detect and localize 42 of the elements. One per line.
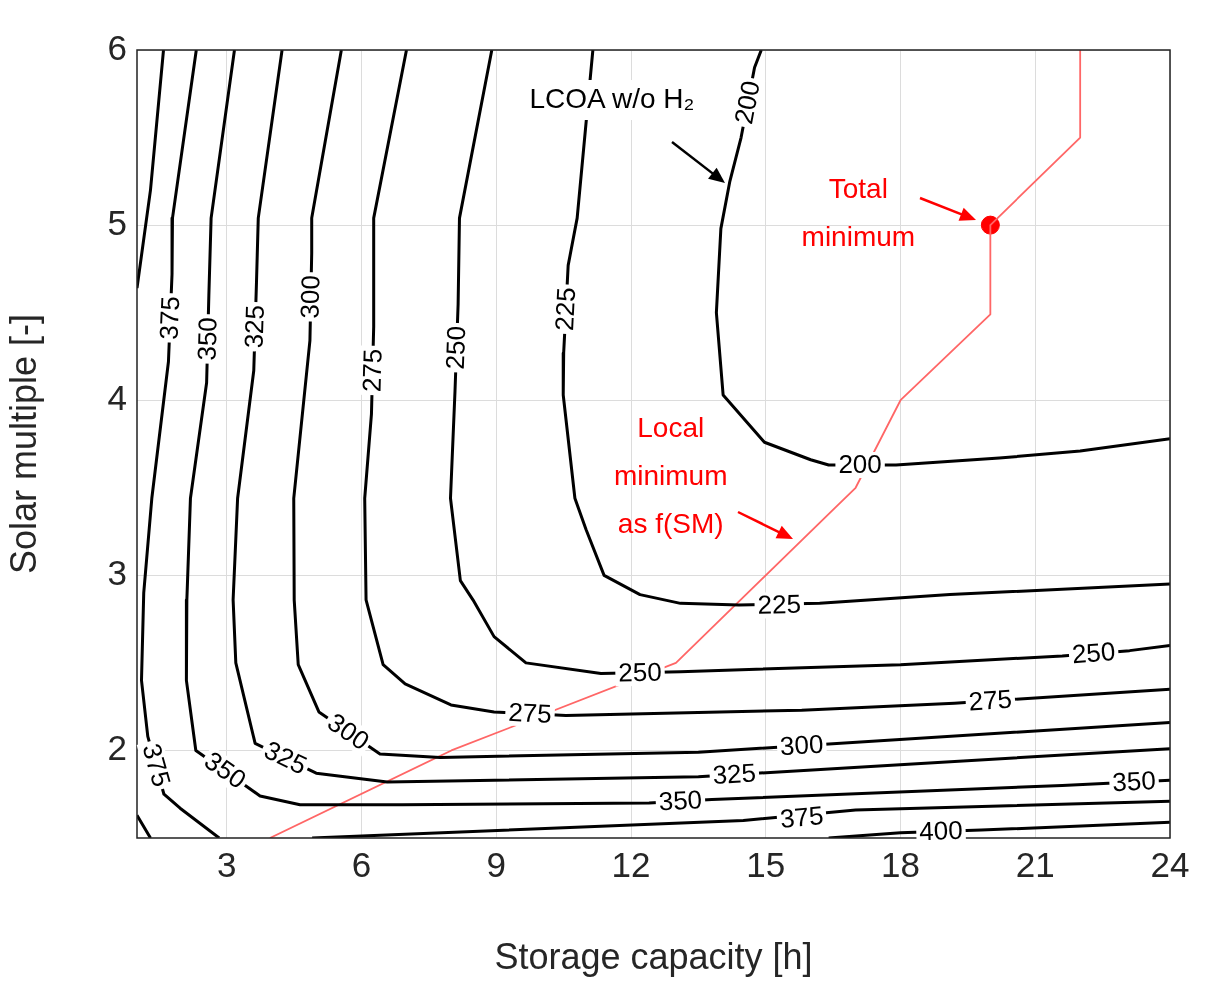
x-tick-label: 15 <box>746 844 786 884</box>
x-tick-label: 3 <box>217 844 237 884</box>
x-tick-label: 6 <box>351 844 372 884</box>
annotation: 350 <box>199 745 252 795</box>
y-tick-label: 5 <box>107 202 127 242</box>
annotation: 300 <box>779 728 825 762</box>
y-tick-label: 4 <box>107 377 127 417</box>
x-axis-title: Storage capacity [h] <box>494 936 813 978</box>
annotation: 200 <box>728 78 766 127</box>
annotation: 225 <box>549 286 582 332</box>
annotation: 275 <box>507 696 553 729</box>
annotation: Total minimum <box>801 172 916 252</box>
annotation: 375 <box>136 740 177 791</box>
annotation: LCOA w/o H₂ <box>529 82 695 114</box>
annotation: 300 <box>322 706 375 757</box>
annotation: 400 <box>918 814 964 847</box>
annotation: 325 <box>711 757 757 791</box>
annotation: 300 <box>294 274 326 319</box>
annotation: 325 <box>259 734 312 781</box>
x-tick-label: 9 <box>486 844 507 884</box>
y-axis-title: Solar multiple [-] <box>2 313 44 575</box>
annotation: 350 <box>657 784 703 817</box>
y-tick-label: 2 <box>107 728 127 768</box>
annotation: 225 <box>757 588 802 620</box>
y-tick-label: 3 <box>107 552 127 592</box>
annotation: 250 <box>1070 635 1117 670</box>
x-tick-label: 18 <box>881 844 920 884</box>
annotation: 375 <box>778 800 825 834</box>
annotation: 350 <box>191 316 223 361</box>
annotation: 375 <box>153 295 186 341</box>
annotation: 275 <box>356 348 388 393</box>
annotation: Local minimum as f(SM) <box>613 411 728 539</box>
x-tick-label: 12 <box>611 844 651 884</box>
annotation: 325 <box>238 304 270 349</box>
annotation: 250 <box>618 656 663 688</box>
x-tick-label: 24 <box>1150 844 1190 884</box>
annotation: 350 <box>1111 765 1157 798</box>
x-tick-label: 21 <box>1015 844 1055 884</box>
annotation: 200 <box>838 449 882 480</box>
annotation: 275 <box>967 683 1013 717</box>
y-tick-label: 6 <box>107 27 127 67</box>
annotation: 250 <box>439 325 472 370</box>
